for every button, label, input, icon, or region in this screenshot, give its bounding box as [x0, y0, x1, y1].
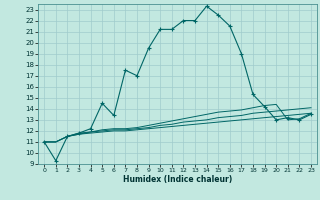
X-axis label: Humidex (Indice chaleur): Humidex (Indice chaleur) — [123, 175, 232, 184]
